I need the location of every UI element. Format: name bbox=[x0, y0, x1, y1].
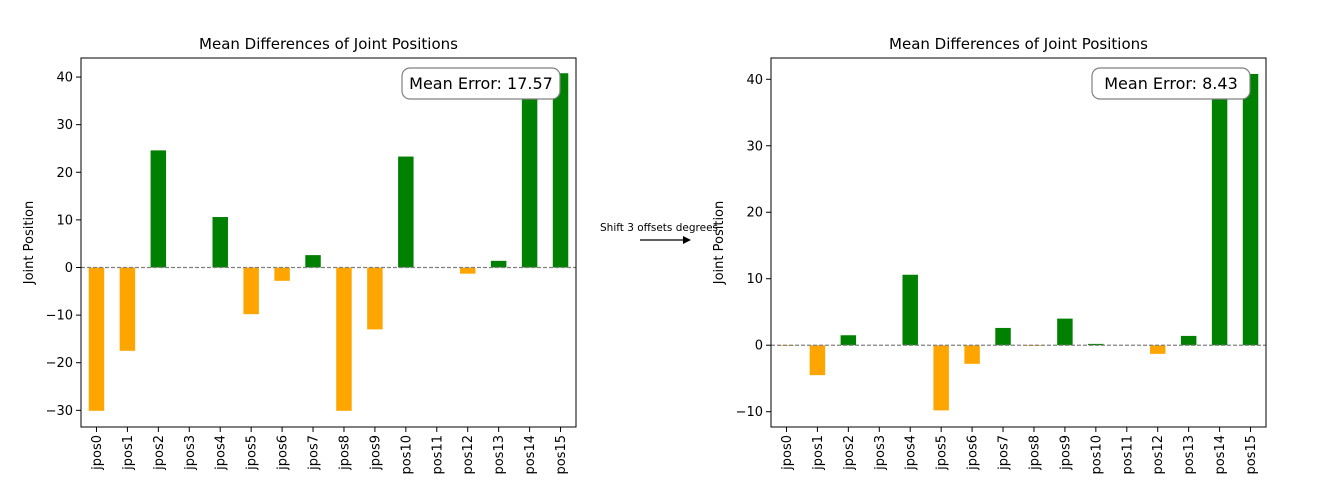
chart-0-xtick-label: jpos6 bbox=[276, 435, 291, 471]
chart-0-bar-jpos8 bbox=[336, 267, 352, 411]
chart-0-mean-error-label: Mean Error: 17.57 bbox=[409, 74, 553, 93]
chart-0-xtick-label: jpos0 bbox=[90, 435, 105, 471]
chart-0-bar-jpos1 bbox=[119, 267, 136, 351]
chart-0-xtick-label: jpos7 bbox=[307, 435, 322, 471]
chart-0-bar-jpos5 bbox=[243, 267, 259, 315]
chart-0-xtick-label: pos15 bbox=[554, 435, 569, 475]
chart-1-bar-jpos6 bbox=[964, 345, 980, 364]
chart-1-xtick-label: pos12 bbox=[1151, 435, 1166, 475]
chart-0-ytick-label: 20 bbox=[56, 166, 73, 181]
chart-0-xtick-label: pos10 bbox=[399, 435, 414, 475]
chart-0-ytick-label: 0 bbox=[65, 261, 73, 276]
chart-1-bar-jpos9 bbox=[1057, 318, 1073, 346]
shift-annotation: Shift 3 offsets degrees bbox=[600, 222, 718, 244]
chart-0-xtick-label: jpos8 bbox=[337, 435, 352, 471]
chart-0-bar-jpos6 bbox=[274, 267, 290, 281]
chart-1-ylabel: Joint Position bbox=[712, 201, 727, 285]
chart-1-xtick-label: jpos2 bbox=[842, 435, 857, 471]
chart-1-xtick-label: pos14 bbox=[1213, 435, 1228, 475]
chart-1-xtick-label: pos13 bbox=[1182, 435, 1197, 475]
chart-1-xtick-label: jpos3 bbox=[873, 435, 888, 471]
chart-0-ytick-label: 10 bbox=[56, 213, 73, 228]
chart-0-bar-pos10 bbox=[398, 156, 414, 268]
chart-0-ytick-label: 40 bbox=[56, 71, 73, 86]
chart-0-xtick-label: jpos4 bbox=[214, 435, 229, 471]
chart-0-ytick-label: 30 bbox=[56, 118, 73, 133]
chart-0-bar-pos14 bbox=[521, 73, 538, 268]
chart-0-mean-error-box bbox=[401, 67, 561, 100]
chart-1-xtick-label: jpos5 bbox=[935, 435, 950, 471]
chart-1-xtick-label: jpos6 bbox=[966, 435, 981, 471]
chart-1-bar-pos10 bbox=[1088, 343, 1104, 346]
chart-1-xtick-label: pos15 bbox=[1244, 435, 1259, 475]
chart-0-bar-jpos2 bbox=[150, 150, 167, 268]
chart-0-ytick-label: −30 bbox=[46, 404, 73, 419]
left-chart: Mean Differences of Joint Positions Joint… bbox=[22, 35, 577, 475]
chart-1-ytick-label: −10 bbox=[736, 405, 763, 420]
chart-1-xtick-label: pos11 bbox=[1120, 435, 1135, 475]
chart-1-ytick-label: 0 bbox=[755, 339, 763, 354]
chart-0-frame bbox=[80, 57, 577, 428]
chart-1-bar-jpos8 bbox=[1026, 345, 1042, 346]
chart-0-xtick-label: jpos2 bbox=[152, 435, 167, 471]
chart-1-bar-pos14 bbox=[1211, 73, 1228, 346]
chart-1-mean-error-box bbox=[1091, 67, 1251, 100]
chart-0-xtick-label: pos14 bbox=[523, 435, 538, 475]
chart-0-bar-pos15 bbox=[552, 73, 569, 268]
chart-0-xtick-label: jpos9 bbox=[368, 435, 383, 471]
chart-1-mean-error-label: Mean Error: 8.43 bbox=[1104, 74, 1238, 93]
chart-1-bar-jpos2 bbox=[840, 335, 857, 346]
chart-1-xtick-label: jpos8 bbox=[1027, 435, 1042, 471]
shift-arrow-label: Shift 3 offsets degrees bbox=[600, 222, 718, 234]
chart-0-ytick-label: −10 bbox=[46, 309, 73, 324]
chart-0-xtick-label: jpos5 bbox=[245, 435, 260, 471]
chart-1-bar-pos13 bbox=[1180, 335, 1197, 346]
chart-1-title: Mean Differences of Joint Positions bbox=[889, 35, 1148, 53]
right-chart: Mean Differences of Joint Positions Joint… bbox=[712, 35, 1267, 475]
chart-0-xtick-label: pos11 bbox=[430, 435, 445, 475]
chart-1-bar-jpos4 bbox=[902, 274, 918, 346]
chart-0-xtick-label: pos13 bbox=[492, 435, 507, 475]
chart-1-xtick-label: jpos1 bbox=[811, 435, 826, 471]
chart-1-ytick-label: 40 bbox=[746, 73, 763, 88]
chart-1-xtick-label: jpos4 bbox=[904, 435, 919, 471]
chart-1-ytick-label: 30 bbox=[746, 139, 763, 154]
chart-0-xtick-label: jpos3 bbox=[183, 435, 198, 471]
chart-0-bar-pos12 bbox=[459, 267, 476, 274]
chart-1-bar-jpos1 bbox=[809, 345, 826, 376]
chart-1-bar-pos12 bbox=[1149, 345, 1166, 354]
chart-1-xtick-label: jpos0 bbox=[780, 435, 795, 471]
shift-arrow-head bbox=[683, 236, 691, 244]
chart-0-xtick-label: pos12 bbox=[461, 435, 476, 475]
chart-0-ytick-label: −20 bbox=[46, 356, 73, 371]
chart-1-bar-jpos5 bbox=[933, 345, 949, 411]
chart-0-ylabel: Joint Position bbox=[22, 201, 37, 285]
chart-0-bar-jpos0 bbox=[88, 267, 105, 411]
chart-1-ytick-label: 20 bbox=[746, 206, 763, 221]
chart-1-bar-jpos7 bbox=[995, 327, 1011, 346]
chart-1-ytick-label: 10 bbox=[746, 272, 763, 287]
chart-1-xtick-label: pos10 bbox=[1089, 435, 1104, 475]
chart-1-frame bbox=[770, 57, 1267, 428]
chart-0-xtick-label: jpos1 bbox=[121, 435, 136, 471]
chart-1-xtick-label: jpos9 bbox=[1058, 435, 1073, 471]
chart-1-xtick-label: jpos7 bbox=[997, 435, 1012, 471]
chart-0-bar-jpos7 bbox=[305, 255, 321, 268]
chart-0-bar-pos13 bbox=[490, 260, 507, 268]
chart-0-bar-jpos4 bbox=[212, 217, 228, 268]
chart-0-title: Mean Differences of Joint Positions bbox=[199, 35, 458, 53]
chart-1-bar-pos15 bbox=[1242, 73, 1259, 346]
chart-0-bar-jpos9 bbox=[367, 267, 383, 330]
